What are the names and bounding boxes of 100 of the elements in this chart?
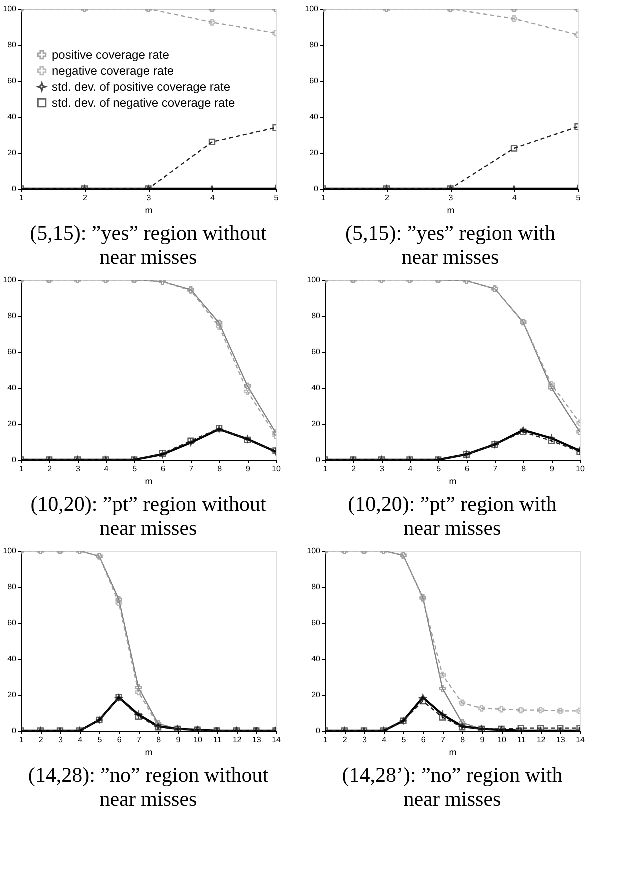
x-tick-label: 6 — [117, 736, 122, 744]
x-axis-title: m — [145, 206, 153, 216]
x-tick-label: 7 — [440, 736, 446, 744]
y-tick-label: 0 — [314, 184, 320, 194]
y-tick-label: 80 — [8, 312, 18, 320]
text: (10,20): ”pt” region with near misses — [348, 492, 558, 540]
x-tick-label: 5 — [436, 464, 442, 474]
y-tick-label: 100 — [3, 4, 18, 14]
y-tick-label: 100 — [307, 276, 322, 284]
text: (5,15): ”yes” region without near misses — [30, 221, 268, 269]
x-tick-label: 7 — [493, 464, 498, 474]
x-tick-label: 9 — [480, 736, 486, 744]
x-tick-label: 1 — [19, 464, 24, 474]
x-tick-label: 1 — [323, 736, 328, 744]
x-tick-label: 14 — [576, 736, 586, 744]
x-tick-label: 1 — [321, 194, 326, 202]
y-tick-label: 40 — [312, 384, 322, 392]
x-tick-label: 2 — [83, 194, 88, 202]
x-tick-label: 5 — [402, 736, 407, 744]
y-tick-label: 20 — [8, 148, 18, 158]
x-tick-label: 4 — [408, 464, 414, 474]
x-tick-label: 2 — [48, 464, 53, 474]
x-tick-label: 2 — [38, 736, 44, 744]
x-tick-label: 3 — [58, 736, 64, 744]
y-tick-label: 0 — [316, 456, 322, 464]
y-tick-label: 20 — [8, 420, 18, 428]
text: (10,20): ”pt” region without near misses — [30, 492, 266, 540]
y-tick-label: 100 — [305, 4, 320, 14]
x-tick-label: 3 — [380, 464, 385, 474]
x-tick-label: 1 — [19, 736, 24, 744]
x-tick-label: 13 — [556, 736, 566, 744]
legend-label: positive coverage rate — [52, 48, 170, 62]
x-tick-label: 3 — [76, 464, 81, 474]
x-tick-label: 8 — [522, 464, 527, 474]
legend-label: std. dev. of negative coverage rate — [52, 96, 236, 110]
x-tick-label: 5 — [576, 194, 582, 202]
x-tick-label: 11 — [214, 736, 222, 744]
x-tick-label: 8 — [156, 736, 162, 744]
y-tick-label: 60 — [310, 76, 320, 86]
x-tick-label: 1 — [323, 464, 328, 474]
legend-label: negative coverage rate — [52, 64, 174, 78]
x-tick-label: 6 — [421, 736, 426, 744]
x-axis-title: m — [447, 206, 455, 216]
y-tick-label: 20 — [310, 148, 320, 158]
text: (5,15): ”yes” region with near misses — [346, 221, 556, 269]
x-tick-label: 3 — [362, 736, 368, 744]
text: (14,28’): ”no” region with near misses — [342, 763, 564, 811]
y-tick-label: 60 — [8, 76, 18, 86]
x-tick-label: 12 — [536, 736, 546, 744]
x-tick-label: 7 — [189, 464, 194, 474]
y-tick-label: 100 — [3, 546, 18, 556]
y-tick-label: 100 — [3, 276, 18, 284]
y-tick-label: 60 — [8, 348, 18, 356]
x-tick-label: 6 — [160, 464, 166, 474]
legend-label: std. dev. of positive coverage rate — [52, 80, 231, 94]
y-tick-label: 0 — [12, 726, 18, 736]
x-tick-label: 4 — [78, 736, 84, 744]
y-tick-label: 60 — [8, 618, 18, 628]
x-tick-label: 9 — [176, 736, 182, 744]
x-tick-label: 10 — [576, 464, 586, 474]
x-tick-label: 1 — [19, 194, 24, 202]
x-tick-label: 3 — [448, 194, 454, 202]
x-tick-label: 14 — [272, 736, 282, 744]
x-tick-label: 11 — [518, 736, 526, 744]
x-axis-title: m — [449, 748, 457, 758]
x-tick-label: 4 — [512, 194, 518, 202]
x-tick-label: 8 — [218, 464, 223, 474]
y-tick-label: 60 — [312, 618, 322, 628]
x-tick-label: 3 — [146, 194, 152, 202]
y-tick-label: 20 — [312, 420, 322, 428]
y-tick-label: 80 — [312, 312, 322, 320]
x-tick-label: 10 — [498, 736, 508, 744]
y-tick-label: 20 — [8, 690, 18, 700]
y-tick-label: 0 — [12, 456, 18, 464]
y-tick-label: 0 — [12, 184, 18, 194]
x-tick-label: 4 — [382, 736, 388, 744]
y-tick-label: 100 — [307, 546, 322, 556]
x-tick-label: 2 — [352, 464, 357, 474]
y-tick-label: 40 — [312, 654, 322, 664]
y-tick-label: 80 — [8, 582, 18, 592]
x-tick-label: 7 — [136, 736, 142, 744]
y-tick-label: 80 — [8, 40, 18, 50]
x-tick-label: 5 — [132, 464, 138, 474]
x-tick-label: 2 — [342, 736, 348, 744]
x-axis-title: m — [145, 476, 153, 486]
y-tick-label: 80 — [312, 582, 322, 592]
y-tick-label: 80 — [310, 40, 320, 50]
y-tick-label: 40 — [8, 654, 18, 664]
x-tick-label: 9 — [246, 464, 251, 474]
x-tick-label: 13 — [252, 736, 262, 744]
x-tick-label: 2 — [385, 194, 390, 202]
x-tick-label: 8 — [460, 736, 466, 744]
text: (14,28): ”no” region without near misses — [28, 763, 269, 811]
x-tick-label: 6 — [464, 464, 470, 474]
y-tick-label: 40 — [8, 384, 18, 392]
x-axis-title: m — [449, 476, 457, 486]
y-tick-label: 20 — [312, 690, 322, 700]
y-tick-label: 40 — [310, 112, 320, 122]
x-tick-label: 10 — [194, 736, 204, 744]
x-tick-label: 5 — [274, 194, 280, 202]
